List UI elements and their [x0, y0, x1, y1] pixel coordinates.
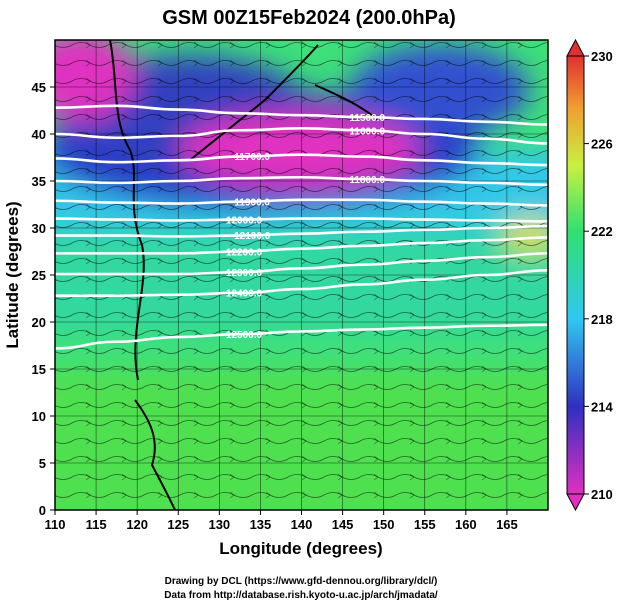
y-tick-label: 20: [32, 315, 46, 330]
credit-data: Data from http://database.rish.kyoto-u.a…: [164, 590, 438, 601]
colorbar-tick-label: 222: [591, 224, 613, 239]
contour-line: [55, 127, 548, 145]
x-tick-label: 160: [455, 517, 477, 532]
contour-label: 12500.0: [226, 330, 263, 341]
x-tick-label: 130: [208, 517, 230, 532]
x-tick-label: 140: [291, 517, 313, 532]
y-axis-ticks: 0 5 10 15 20 25 30 35 40 45: [32, 80, 55, 518]
colorbar: 210 214 218 222 226 230: [566, 38, 613, 512]
y-axis-label: Latitude (degrees): [3, 201, 22, 348]
contour-line: [55, 269, 548, 297]
contour-label: 12200.0: [226, 247, 263, 258]
contour-label: 12000.0: [226, 215, 263, 226]
credit-dcl: Drawing by DCL (https://www.gfd-dennou.o…: [165, 576, 438, 587]
colorbar-bottom-cap: [566, 493, 585, 512]
contour-line: [55, 175, 548, 187]
x-tick-label: 125: [167, 517, 189, 532]
x-tick-label: 110: [45, 517, 66, 532]
contour-label: 11600.0: [349, 126, 385, 137]
colorbar-tick-label: 226: [591, 137, 613, 152]
x-axis-label: Longitude (degrees): [219, 539, 382, 558]
contour-line: [55, 236, 548, 255]
contour-line: [55, 104, 548, 126]
contour-label: 12400.0: [226, 289, 263, 300]
x-tick-label: 135: [250, 517, 272, 532]
geopotential-contours: 11500.0 11600.0 11700.0 11800.0 11900.0 12000…: [55, 104, 548, 350]
x-tick-label: 115: [86, 517, 107, 532]
x-tick-label: 120: [126, 517, 148, 532]
x-tick-label: 165: [496, 517, 518, 532]
contour-label: 12300.0: [226, 268, 263, 279]
colorbar-tick-label: 218: [591, 312, 613, 327]
y-tick-label: 25: [32, 268, 46, 283]
y-tick-label: 40: [32, 127, 46, 142]
contour-line: [55, 217, 548, 223]
y-tick-label: 0: [39, 503, 46, 518]
y-tick-label: 30: [32, 221, 46, 236]
y-tick-label: 10: [32, 409, 46, 424]
colorbar-ticks: 210 214 218 222 226 230: [584, 49, 613, 502]
contour-line: [55, 224, 548, 238]
plot-area: 11500.0 11600.0 11700.0 11800.0 11900.0 12000…: [55, 40, 548, 510]
contour-label: 11700.0: [234, 152, 270, 163]
colorbar-tick-label: 230: [591, 49, 613, 64]
contour-line: [55, 252, 548, 276]
y-tick-label: 45: [32, 80, 46, 95]
colorbar-tick-label: 210: [591, 487, 613, 502]
colorbar-bar: [566, 55, 585, 495]
contour-label: 11500.0: [349, 113, 385, 124]
contour-line: [55, 198, 548, 207]
y-tick-label: 15: [32, 362, 46, 377]
y-tick-label: 35: [32, 174, 46, 189]
colorbar-tick-label: 214: [591, 399, 613, 414]
contour-label: 11900.0: [234, 197, 270, 208]
y-tick-label: 5: [39, 456, 46, 471]
x-tick-label: 145: [332, 517, 354, 532]
contour-line: [55, 153, 548, 167]
x-tick-label: 150: [373, 517, 395, 532]
chart-title: GSM 00Z15Feb2024 (200.0hPa): [162, 7, 455, 29]
colorbar-top-cap: [566, 38, 585, 57]
x-tick-label: 155: [414, 517, 436, 532]
coastline: [109, 40, 379, 510]
x-axis-ticks: 110 115 120 125 130 135 140 145 150 155 160 165: [45, 510, 518, 532]
contour-line: [55, 323, 548, 350]
contour-label: 11800.0: [349, 175, 385, 186]
contour-label: 12100.0: [234, 231, 271, 242]
